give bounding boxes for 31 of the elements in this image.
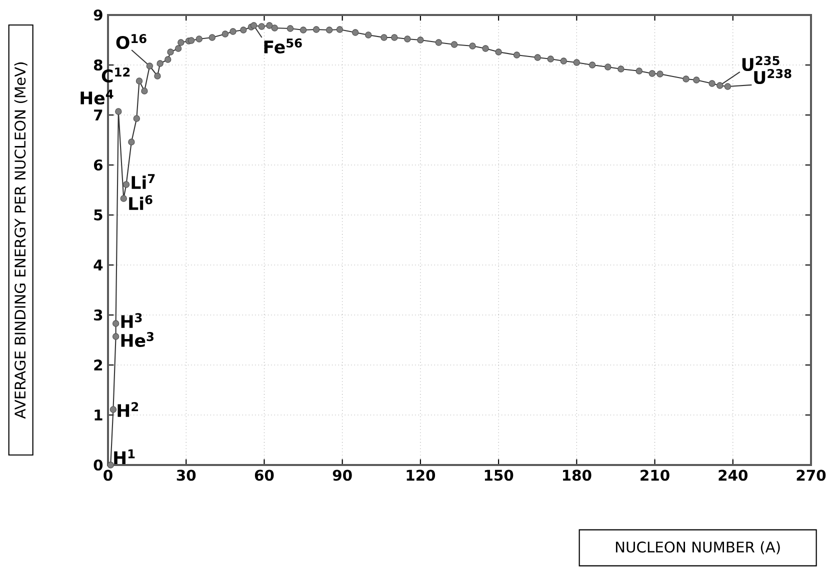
annotation: Li$^{7}$ [132,174,155,189]
annotation: O$^{16}$ [116,34,146,50]
y-tick-label: 4 [94,260,103,270]
y-tick-label: 3 [94,309,102,321]
x-tick-label: 30 [176,470,196,481]
x-tick-label: 0 [104,470,112,481]
annotation: He$^{3}$ [121,332,154,348]
annotation: H$^{3}$ [121,313,142,328]
x-tick-label: 90 [332,470,352,481]
y-tick-label: 0 [94,459,103,471]
y-tick-label: 8 [94,59,102,71]
x-tick-label: 270 [796,470,826,481]
annotation: H$^{2}$ [118,402,138,417]
annotation: H$^{1}$ [114,449,135,464]
x-tick-label: 150 [484,470,514,481]
x-tick-label: 60 [254,470,274,481]
y-tick-label: 2 [94,360,102,370]
x-tick-label: 180 [563,470,592,481]
y-tick-label: 5 [94,210,102,220]
annotation: Fe$^{56}$ [264,38,302,54]
annotation: Li$^{6}$ [129,195,152,210]
x-axis-title: NUCLEON NUMBER (A) [616,541,780,554]
y-tick-label: 9 [94,9,102,21]
y-tick-label: 6 [94,159,103,171]
x-tick-label: 240 [718,470,748,481]
x-tick-label: 210 [640,470,670,481]
x-tick-label: 120 [406,470,436,481]
annotation: U$^{238}$ [754,68,792,84]
y-axis-title: AVERAGE BINDING ENERGY PER NUCLEON (MeV) [14,62,28,419]
y-tick-label: 1 [94,410,102,420]
y-tick-label: 7 [94,110,102,120]
